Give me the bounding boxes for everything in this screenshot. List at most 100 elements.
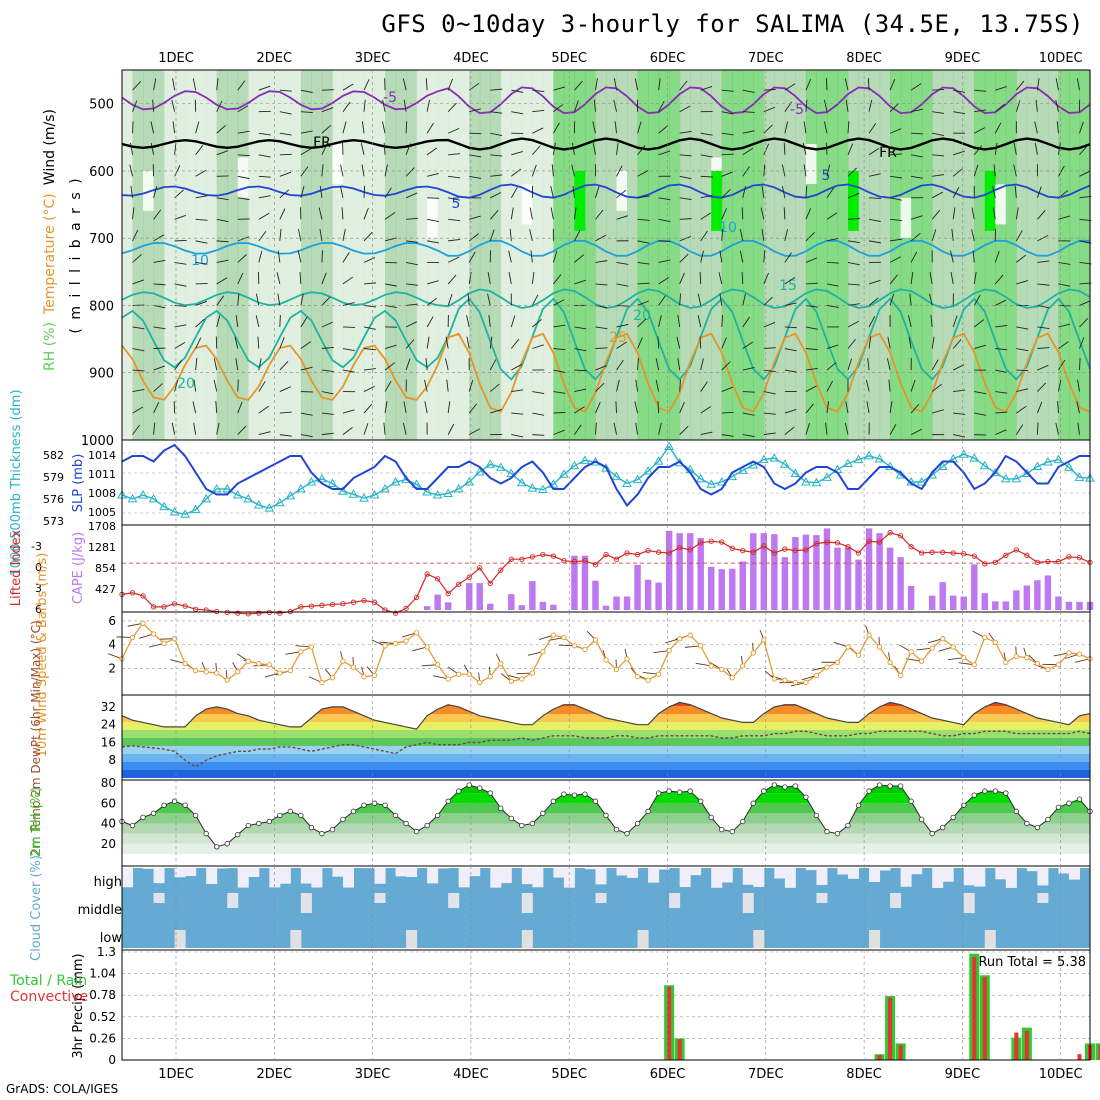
wind-speed-point xyxy=(592,637,599,643)
wind-barb xyxy=(721,89,734,92)
date-label-bottom: 2DEC xyxy=(257,1067,293,1082)
wind-barb xyxy=(195,358,198,371)
wind10-panel: 6 4 2 10m Wind Speed & Barbs (m/s) xyxy=(35,553,1093,757)
wind-barb xyxy=(763,164,766,177)
wind-barb xyxy=(868,147,880,156)
wind-barb xyxy=(489,383,500,392)
wind-speed-point xyxy=(266,662,272,668)
lifted-index-point xyxy=(298,604,304,610)
lifted-index-point xyxy=(782,546,788,552)
rh-point xyxy=(256,820,262,827)
wind-barb xyxy=(908,336,912,349)
wind-barb xyxy=(363,348,376,351)
wind-barb xyxy=(195,121,200,134)
wind-barb xyxy=(1057,401,1059,414)
thickness-point xyxy=(979,460,990,470)
cloud-gap-low xyxy=(984,930,996,948)
wind-barb xyxy=(1079,300,1091,306)
wind-barb xyxy=(763,124,773,134)
wind-barb xyxy=(216,150,229,156)
wind-barb xyxy=(1079,282,1092,285)
thickness-point xyxy=(338,486,348,495)
thickness-line xyxy=(121,445,1091,516)
wind-barb xyxy=(887,336,891,349)
rh-shade-band xyxy=(132,70,144,440)
wind-barb xyxy=(277,293,281,306)
temp-axis-label: 2m Temp 2m DewPt (6hr Min/Max) (°C) xyxy=(29,620,43,855)
wind-barb xyxy=(700,194,713,199)
wind-barb xyxy=(363,257,376,263)
wind-barb xyxy=(550,186,554,198)
wind-barb xyxy=(1058,323,1071,328)
thickness-point xyxy=(443,488,454,498)
wind-barb xyxy=(700,431,713,436)
rh-shade-band xyxy=(300,70,312,440)
wind-barb xyxy=(1035,99,1038,112)
wind-barb xyxy=(616,341,627,349)
wind-barb xyxy=(679,80,688,91)
wind-barb xyxy=(153,365,165,371)
thickness-point xyxy=(969,453,980,462)
wind-barb xyxy=(340,164,344,177)
cape-bar xyxy=(802,534,810,610)
wind-barb xyxy=(150,142,155,155)
rh-shade-band xyxy=(942,70,954,440)
wind-barb xyxy=(341,207,344,220)
wind-speed-line xyxy=(121,622,1091,684)
rh-point xyxy=(582,791,588,797)
wind-barb xyxy=(467,293,470,306)
lifted-index-point xyxy=(982,561,988,567)
rh-point xyxy=(918,816,925,823)
wind-speed-point xyxy=(634,673,641,680)
cloud-gap-high xyxy=(311,868,323,888)
wind-barb xyxy=(300,316,308,328)
wind-barb xyxy=(868,173,881,177)
wind-barb xyxy=(1037,347,1050,349)
wind-barb xyxy=(1056,121,1059,134)
wind-barb xyxy=(760,207,765,220)
slp-tick-label: 1011 xyxy=(88,468,116,481)
precip-tick-label: 1.04 xyxy=(89,967,116,981)
lifted-index-point xyxy=(550,553,557,559)
cape-bar xyxy=(739,561,747,610)
rh-shade-band xyxy=(679,70,691,440)
wind-barb xyxy=(1036,78,1040,91)
wind-barb xyxy=(742,166,750,177)
wind-barb xyxy=(1016,405,1027,414)
wind-barb xyxy=(216,78,219,91)
rh-shade-band xyxy=(742,70,754,440)
wind-barb xyxy=(237,401,243,414)
wind-barb xyxy=(992,186,996,198)
thickness-point xyxy=(432,490,443,499)
date-label-bottom: 1DEC xyxy=(158,1067,194,1082)
lifted-index-point xyxy=(740,547,746,554)
wind-barb xyxy=(132,229,139,242)
rh-shade-band xyxy=(185,70,197,440)
wind-barb xyxy=(279,434,292,437)
wind-barb xyxy=(447,274,457,285)
slp-tick-label: 1005 xyxy=(88,506,116,519)
cloud-gap-high xyxy=(690,868,702,876)
wind-barb xyxy=(805,185,808,198)
wind-barb xyxy=(953,150,965,156)
wind-barb xyxy=(847,338,856,349)
wind-barb xyxy=(616,189,627,199)
wind-barb xyxy=(406,240,419,243)
wind-barb xyxy=(321,164,324,177)
wind-barb xyxy=(889,102,899,113)
rh-shade-band xyxy=(248,70,260,440)
wind-barb xyxy=(319,185,323,198)
rh-shade-band xyxy=(637,70,649,440)
wind-barb xyxy=(1013,164,1017,177)
wind-barb xyxy=(1076,78,1080,91)
date-label-top: 1DEC xyxy=(158,51,194,66)
rh-shade-band xyxy=(342,70,355,440)
rh-shade-band xyxy=(900,70,912,440)
wind-barb xyxy=(235,358,239,371)
wind-barb xyxy=(679,175,692,180)
wind-barb xyxy=(868,218,881,223)
cloud-gap-high xyxy=(742,868,754,885)
wind-barb xyxy=(363,99,366,112)
thickness-point xyxy=(285,490,296,500)
